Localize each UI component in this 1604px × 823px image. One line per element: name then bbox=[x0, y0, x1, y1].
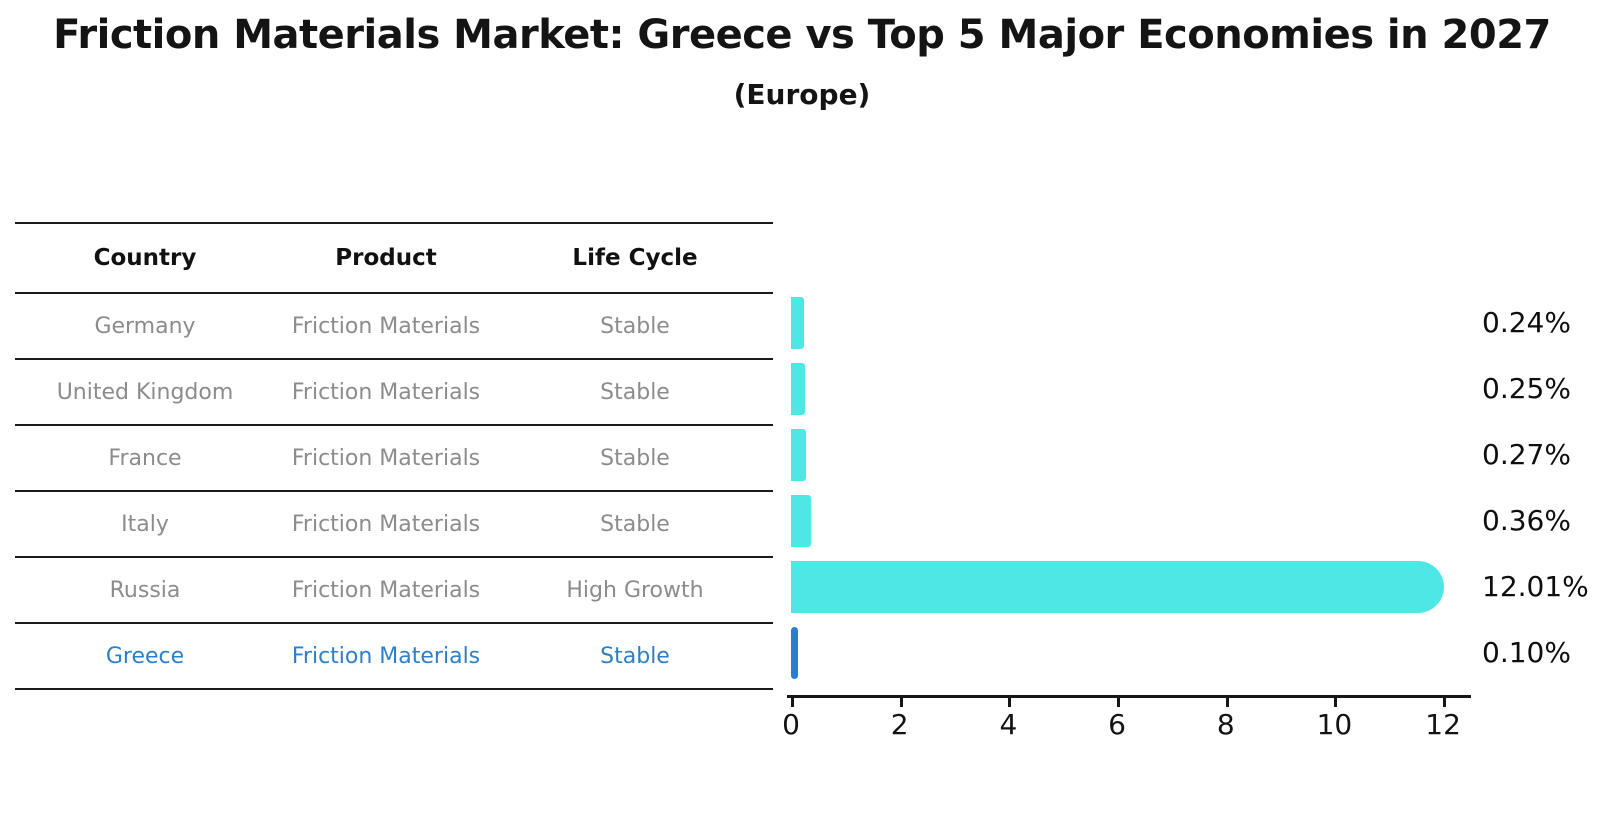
x-axis-tick bbox=[1008, 697, 1012, 707]
bar-germany bbox=[791, 297, 805, 349]
cell-product: Friction Materials bbox=[291, 577, 481, 603]
info-table: Country Product Life Cycle Germany Frict… bbox=[15, 222, 773, 690]
cell-product: Friction Materials bbox=[291, 511, 481, 537]
column-header-lifecycle: Life Cycle bbox=[572, 245, 698, 271]
cell-lifecycle: Stable bbox=[600, 379, 670, 405]
column-header-country: Country bbox=[93, 245, 197, 271]
bar-russia bbox=[791, 561, 1444, 613]
cell-lifecycle: Stable bbox=[600, 511, 670, 537]
x-axis-tick bbox=[791, 697, 794, 707]
table-row-france: France Friction Materials Stable bbox=[15, 426, 773, 492]
x-axis-tick-label: 12 bbox=[1425, 708, 1461, 741]
bar-greece bbox=[791, 627, 798, 679]
x-axis-tick-label: 6 bbox=[1108, 708, 1126, 741]
x-axis-tick bbox=[899, 697, 903, 707]
cell-country: Russia bbox=[109, 577, 181, 603]
x-axis: 0 2 4 6 8 10 12 bbox=[782, 695, 1473, 741]
bar-france bbox=[791, 429, 806, 481]
bar-italy bbox=[791, 495, 811, 547]
value-label-greece: 0.10% bbox=[1482, 636, 1571, 669]
cell-product: Friction Materials bbox=[291, 379, 481, 405]
x-axis-tick-label: 4 bbox=[999, 708, 1018, 741]
table-row-united-kingdom: United Kingdom Friction Materials Stable bbox=[15, 360, 773, 426]
table-row-greece: Greece Friction Materials Stable bbox=[15, 624, 773, 690]
value-label-russia: 12.01% bbox=[1482, 570, 1589, 603]
bar-united-kingdom bbox=[791, 363, 805, 415]
value-label-france: 0.27% bbox=[1482, 438, 1571, 471]
cell-lifecycle: Stable bbox=[600, 643, 670, 669]
chart-subtitle: (Europe) bbox=[733, 78, 871, 111]
bar-slot bbox=[791, 488, 1473, 554]
x-axis-tick bbox=[1225, 697, 1229, 707]
cell-product: Friction Materials bbox=[291, 313, 481, 339]
bar-slot bbox=[791, 620, 1473, 686]
value-label-united-kingdom: 0.25% bbox=[1482, 372, 1571, 405]
cell-country: Germany bbox=[94, 313, 196, 339]
x-axis-tick bbox=[1443, 697, 1447, 707]
chart-title: Friction Materials Market: Greece vs Top… bbox=[53, 12, 1551, 58]
table-row-germany: Germany Friction Materials Stable bbox=[15, 294, 773, 360]
value-label-italy: 0.36% bbox=[1482, 504, 1571, 537]
cell-country: Greece bbox=[105, 643, 185, 669]
x-axis-line bbox=[787, 695, 1471, 698]
x-axis-tick-label: 0 bbox=[782, 708, 800, 741]
table-row-russia: Russia Friction Materials High Growth bbox=[15, 558, 773, 624]
cell-country: France bbox=[108, 445, 182, 471]
x-axis-tick-label: 10 bbox=[1316, 708, 1353, 741]
cell-lifecycle: Stable bbox=[600, 445, 670, 471]
cell-lifecycle: Stable bbox=[600, 313, 670, 339]
x-axis-tick bbox=[1117, 697, 1121, 707]
bar-slot bbox=[791, 356, 1473, 422]
bar-chart-plot-area bbox=[791, 290, 1473, 695]
bar-slot bbox=[791, 290, 1473, 356]
cell-country: Italy bbox=[121, 511, 169, 537]
table-header-row: Country Product Life Cycle bbox=[15, 222, 773, 294]
x-axis-tick-label: 2 bbox=[890, 708, 909, 741]
cell-lifecycle: High Growth bbox=[566, 577, 704, 603]
x-axis-tick-label: 8 bbox=[1216, 708, 1235, 741]
cell-product: Friction Materials bbox=[291, 445, 481, 471]
bar-slot bbox=[791, 422, 1473, 488]
bar-slot bbox=[791, 554, 1473, 620]
x-axis-tick bbox=[1334, 697, 1338, 707]
column-header-product: Product bbox=[335, 245, 437, 271]
cell-product: Friction Materials bbox=[291, 643, 481, 669]
value-label-germany: 0.24% bbox=[1482, 306, 1571, 339]
cell-country: United Kingdom bbox=[56, 379, 234, 405]
table-row-italy: Italy Friction Materials Stable bbox=[15, 492, 773, 558]
